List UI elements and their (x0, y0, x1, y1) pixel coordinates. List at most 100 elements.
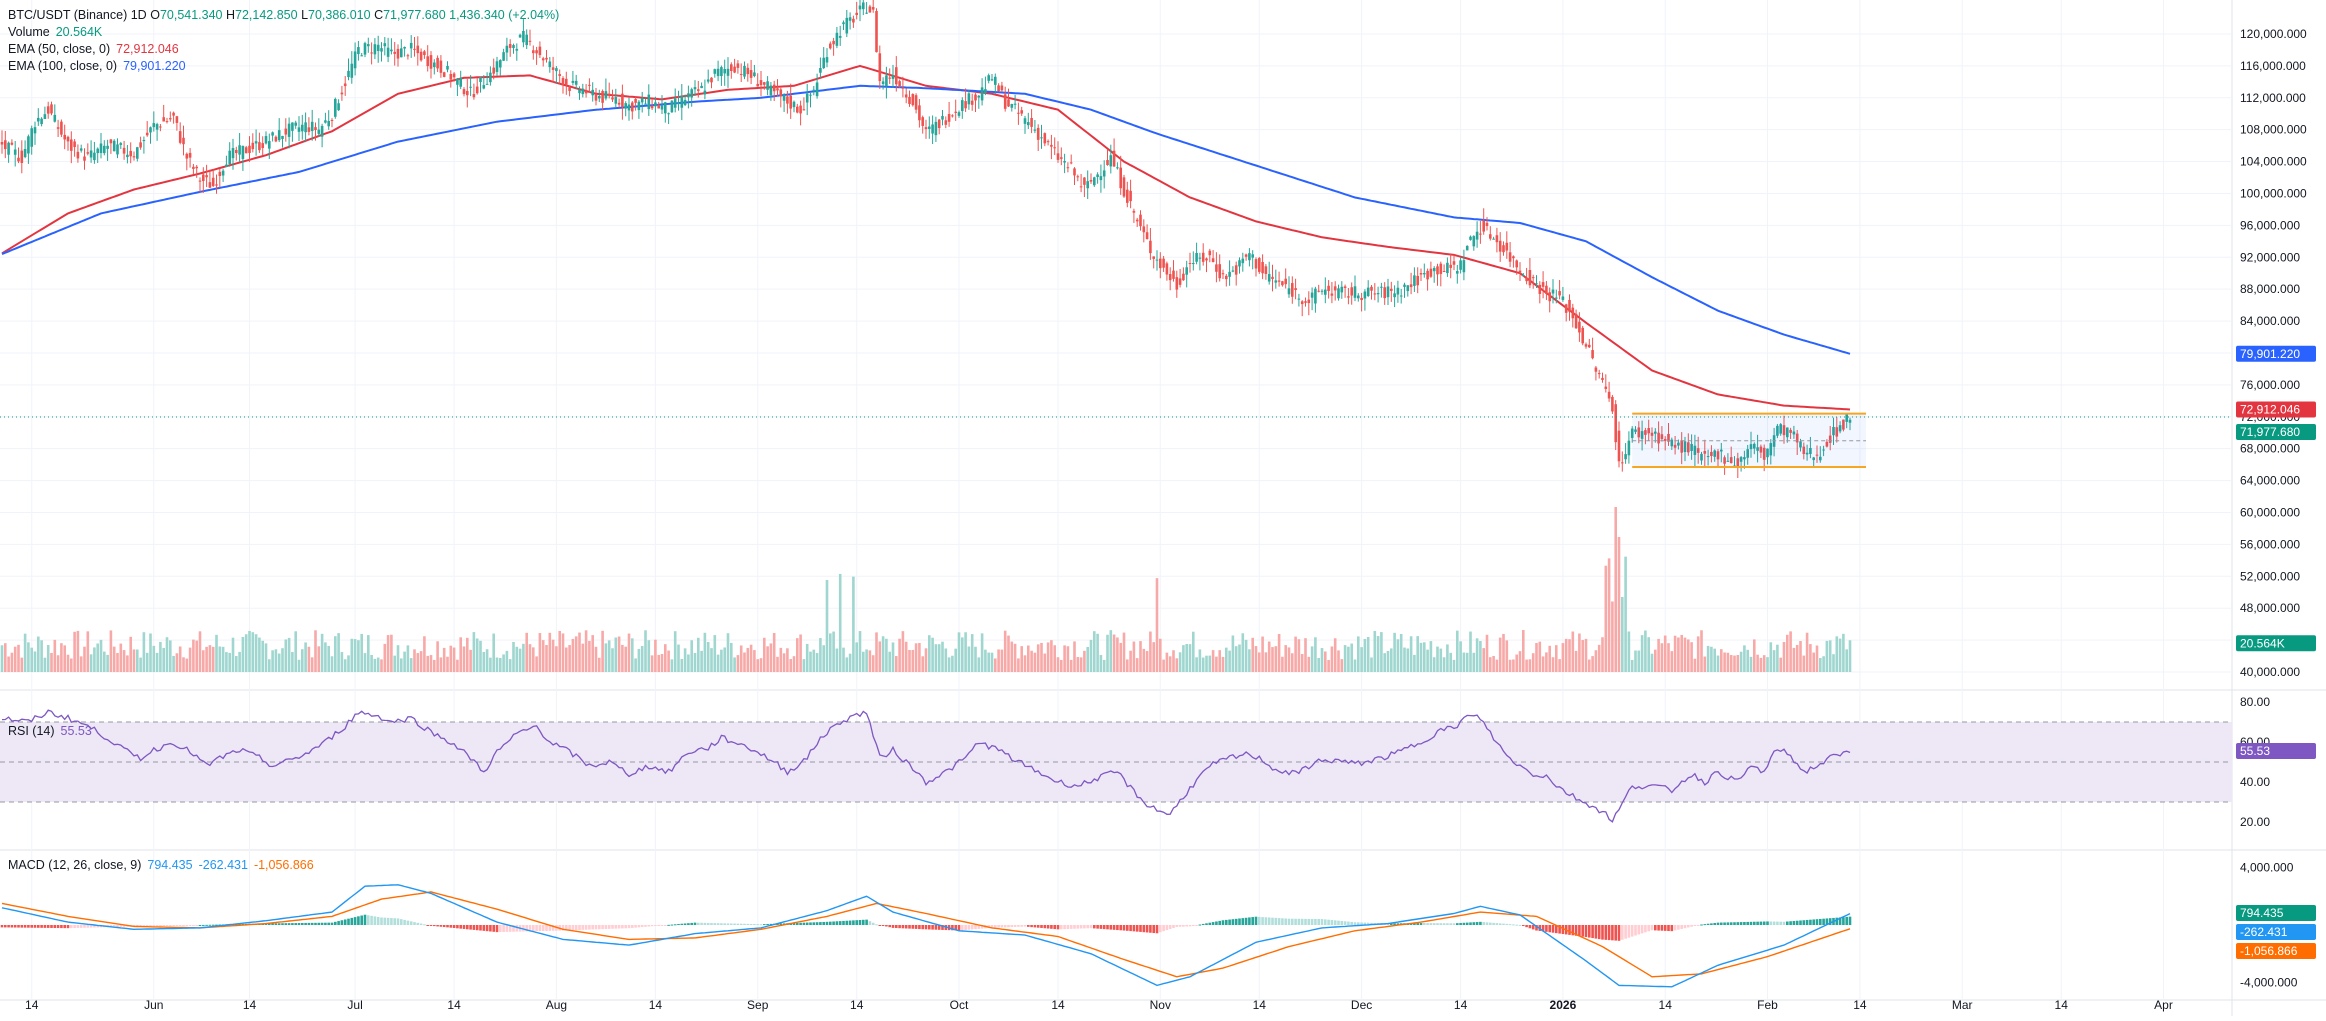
volume-bar (1525, 659, 1528, 672)
macd-hist-bar (931, 925, 934, 930)
volume-bar (287, 637, 291, 672)
candle-body (1677, 442, 1680, 446)
volume-bar (987, 652, 990, 672)
candle-body (1568, 299, 1571, 312)
close-price-tag-bg (2236, 423, 2316, 440)
candle-body (492, 67, 495, 74)
volume-bar (1205, 655, 1208, 672)
candle-body (145, 132, 149, 136)
candle-body (0, 141, 4, 145)
candle-body (373, 44, 377, 55)
candle-body (1205, 258, 1208, 261)
macd-hist-bar (1703, 924, 1707, 926)
volume-bar (1366, 637, 1370, 672)
volume-bar (670, 659, 674, 672)
candle-body (713, 69, 717, 74)
volume-bar (1040, 642, 1043, 672)
macd-hist-bar (1043, 925, 1047, 929)
volume-bar (320, 633, 324, 672)
volume-bar (211, 646, 215, 672)
ema50-price-tag-bg (2236, 401, 2316, 418)
candle-body (1106, 159, 1109, 166)
candle-body (1442, 271, 1446, 273)
candle-body (1304, 301, 1307, 303)
candle-body (1545, 285, 1548, 294)
volume-bar (1380, 632, 1383, 672)
macd-hist-bar (393, 918, 396, 925)
volume-bar (1485, 634, 1489, 672)
macd-hist-bar (1159, 925, 1162, 933)
candle-body (169, 118, 172, 120)
price-tick-label: 104,000.000 (2240, 155, 2307, 169)
macd-hist-bar (505, 925, 509, 932)
macd-hist-bar (1680, 925, 1683, 929)
volume-bar (202, 650, 205, 672)
candle-body (416, 45, 420, 54)
macd-hist-bar (1046, 925, 1050, 929)
volume-bar (779, 647, 783, 672)
candle-body (347, 70, 350, 78)
macd-hist-bar (1815, 919, 1819, 925)
volume-legend[interactable]: Volume 20.564K (8, 24, 102, 41)
price-tick-label: 100,000.000 (2240, 186, 2307, 200)
macd-hist-bar (469, 925, 472, 930)
ema50-line[interactable] (1, 64, 1851, 411)
volume-bar (195, 640, 198, 672)
macd-hist-bar (832, 921, 835, 925)
rsi-legend[interactable]: RSI (14) 55.53 (8, 724, 92, 738)
candle-body (297, 127, 301, 132)
price-tick-label: 68,000.000 (2240, 442, 2300, 456)
candle-body (1588, 344, 1591, 348)
candle-body (258, 142, 261, 151)
candle-body (479, 77, 482, 83)
candle-body (528, 40, 532, 42)
volume-bar (759, 658, 763, 672)
candle-body (617, 102, 621, 105)
macd-hist-bar (1017, 925, 1020, 927)
macd-hist-bar (819, 922, 822, 925)
ema100-line[interactable] (1, 84, 1851, 355)
candle-body (1261, 261, 1264, 274)
macd-hist-bar (1670, 925, 1674, 932)
candle-body (832, 40, 835, 45)
macd-hist-bar (340, 920, 344, 925)
rsi-line[interactable] (1, 709, 1851, 823)
macd-hist-bar (185, 925, 189, 926)
candle-body (561, 78, 565, 86)
volume-bar (495, 657, 499, 672)
ema100-legend[interactable]: EMA (100, close, 0) 79,901.220 (8, 58, 186, 75)
macd-line[interactable] (1, 884, 1851, 988)
macd-hist-bar (1320, 919, 1324, 925)
macd-hist-bar (812, 922, 816, 925)
candle-body (1621, 462, 1624, 464)
volume-bar (815, 653, 819, 672)
macd-legend[interactable]: MACD (12, 26, close, 9) 794.435 -262.431 -1… (8, 858, 314, 872)
candle-body (1696, 448, 1700, 453)
candle-body (809, 94, 812, 96)
volume-bar (383, 643, 387, 672)
candle-body (1030, 117, 1033, 127)
candle-body (211, 177, 215, 187)
volume-bar (96, 643, 99, 672)
volume-bar (1650, 653, 1654, 672)
candle-body (723, 69, 726, 74)
candle-body (149, 127, 152, 133)
macd-signal-line[interactable] (1, 891, 1851, 978)
volume-bar (941, 641, 944, 672)
volume-bar (1627, 631, 1631, 672)
macd-hist-bar (1304, 918, 1307, 925)
price-tick-label: 116,000.000 (2240, 59, 2306, 73)
volume-bar (1406, 648, 1410, 672)
macd-hist-bar (581, 925, 585, 930)
macd-hist-bar (792, 923, 796, 925)
candle-body (76, 151, 80, 159)
ema50-legend[interactable]: EMA (50, close, 0) 72,912.046 (8, 41, 179, 58)
volume-bar (1706, 645, 1710, 672)
volume-bar (1423, 642, 1426, 672)
candle-body (1188, 263, 1192, 265)
volume-bar (1786, 634, 1789, 672)
high-label: H (225, 8, 236, 22)
candle-body (343, 83, 347, 87)
